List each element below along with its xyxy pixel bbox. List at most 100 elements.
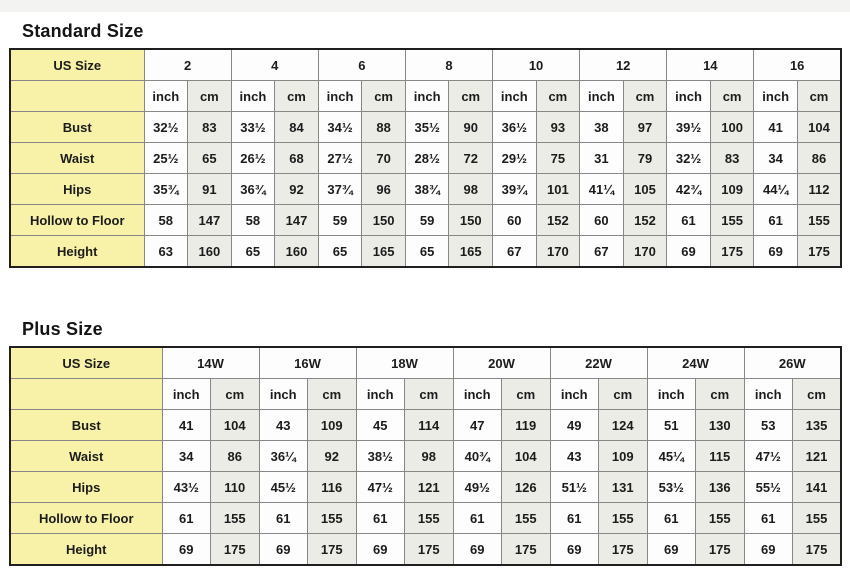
value-cell-inch: 38 [579,111,624,143]
value-cell-inch: 29½ [492,142,537,174]
value-cell-cm: 105 [622,173,668,205]
unit-header-inch-cell: inch [317,80,363,112]
measurement-label-cell: Waist [9,440,163,472]
size-chart-content: Standard Size US Size 2 4 6 8 10 12 14 16 inch cm i… [0,20,850,566]
unit-header-cm-cell: cm [361,80,406,112]
value-cell-cm: 141 [792,471,842,503]
value-cell-cm: 124 [598,409,648,441]
unit-header-cm-cell: cm [210,378,260,410]
value-cell-cm: 155 [695,502,745,534]
value-cell-cm: 155 [598,502,648,534]
unit-header-inch-cell: inch [452,378,502,410]
unit-header-cm-cell: cm [535,80,581,112]
value-cell-cm: 79 [622,142,668,174]
value-cell-inch: 65 [230,235,276,268]
size-header-cell: 16W [258,346,357,379]
value-cell-inch: 65 [404,235,450,268]
value-cell-inch: 69 [753,235,798,268]
measurement-label-cell: Waist [9,142,145,174]
value-cell-inch: 58 [230,204,276,236]
value-cell-cm: 104 [210,409,260,441]
unit-header-inch-cell: inch [258,378,308,410]
value-cell-inch: 47 [452,409,502,441]
value-cell-cm: 70 [361,142,406,174]
value-cell-inch: 69 [161,533,211,566]
value-cell-cm: 104 [796,111,842,143]
value-cell-inch: 35¾ [143,173,189,205]
value-cell-inch: 65 [317,235,363,268]
value-cell-cm: 160 [274,235,319,268]
value-cell-cm: 86 [796,142,842,174]
value-cell-cm: 147 [187,204,232,236]
value-cell-inch: 69 [549,533,599,566]
unit-header-cm-cell: cm [448,80,493,112]
value-cell-cm: 155 [792,502,842,534]
unit-header-cm-cell: cm [598,378,648,410]
value-cell-inch: 49½ [452,471,502,503]
value-cell-cm: 93 [535,111,581,143]
value-cell-inch: 49 [549,409,599,441]
standard-size-table-container: US Size 2 4 6 8 10 12 14 16 inch cm inch cm inch cm inc… [9,48,842,268]
value-cell-inch: 47½ [355,471,405,503]
measurement-row: Height 63 160 65 160 65 165 65 165 67 170 67 170 69 17… [9,235,842,268]
unit-row-label-cell [9,378,163,410]
value-cell-inch: 39¾ [492,173,537,205]
value-cell-cm: 152 [535,204,581,236]
unit-header-inch-cell: inch [230,80,276,112]
value-cell-inch: 32½ [666,142,711,174]
value-cell-cm: 165 [361,235,406,268]
value-cell-cm: 119 [501,409,551,441]
value-cell-cm: 175 [709,235,755,268]
value-cell-cm: 155 [709,204,755,236]
size-header-cell: 14 [666,48,755,81]
standard-size-table: US Size 2 4 6 8 10 12 14 16 inch cm inch cm inch cm inc… [9,48,842,268]
measurement-row: Bust 41 104 43 109 45 114 47 119 49 124 51 130 53 135 [9,409,842,441]
value-cell-cm: 121 [792,440,842,472]
measurement-row: Bust 32½ 83 33½ 84 34½ 88 35½ 90 36½ 93 38 97 39½ 100 4… [9,111,842,143]
value-cell-inch: 34 [753,142,798,174]
value-cell-cm: 150 [361,204,406,236]
value-cell-cm: 72 [448,142,493,174]
measurement-row: Waist 25½ 65 26½ 68 27½ 70 28½ 72 29½ 75 31 79 32½ 83 3… [9,142,842,174]
value-cell-inch: 51 [646,409,696,441]
measurement-row: Hollow to Floor 58 147 58 147 59 150 59 150 60 152… [9,204,842,236]
unit-header-inch-cell: inch [743,378,793,410]
value-cell-cm: 155 [307,502,357,534]
value-cell-inch: 43 [258,409,308,441]
value-cell-inch: 61 [452,502,502,534]
measurement-label-cell: Height [9,235,145,268]
value-cell-inch: 45½ [258,471,308,503]
value-cell-inch: 44¼ [753,173,798,205]
value-cell-cm: 175 [792,533,842,566]
value-cell-cm: 130 [695,409,745,441]
measurement-row: Height 69 175 69 175 69 175 69 175 69 175 69 175 69 17… [9,533,842,566]
size-header-cell: 14W [161,346,260,379]
value-cell-inch: 36½ [492,111,537,143]
unit-header-inch-cell: inch [549,378,599,410]
value-cell-cm: 155 [796,204,842,236]
value-cell-cm: 152 [622,204,668,236]
value-cell-cm: 98 [404,440,454,472]
unit-header-cm-cell: cm [274,80,319,112]
value-cell-cm: 83 [709,142,755,174]
value-cell-cm: 126 [501,471,551,503]
value-cell-cm: 84 [274,111,319,143]
value-cell-cm: 175 [796,235,842,268]
value-cell-inch: 25½ [143,142,189,174]
value-cell-inch: 28½ [404,142,450,174]
unit-header-inch-cell: inch [666,80,711,112]
unit-header-cm-cell: cm [404,378,454,410]
value-cell-cm: 147 [274,204,319,236]
plus-size-table: US Size 14W 16W 18W 20W 22W 24W 26W inch cm inch cm… [9,346,842,566]
value-cell-cm: 91 [187,173,232,205]
value-cell-cm: 100 [709,111,755,143]
value-cell-cm: 92 [307,440,357,472]
unit-header-cm-cell: cm [307,378,357,410]
value-cell-cm: 96 [361,173,406,205]
value-cell-inch: 41 [161,409,211,441]
measurement-label-cell: Hollow to Floor [9,204,145,236]
value-cell-cm: 175 [598,533,648,566]
value-cell-cm: 83 [187,111,232,143]
value-cell-cm: 170 [622,235,668,268]
value-cell-inch: 43½ [161,471,211,503]
